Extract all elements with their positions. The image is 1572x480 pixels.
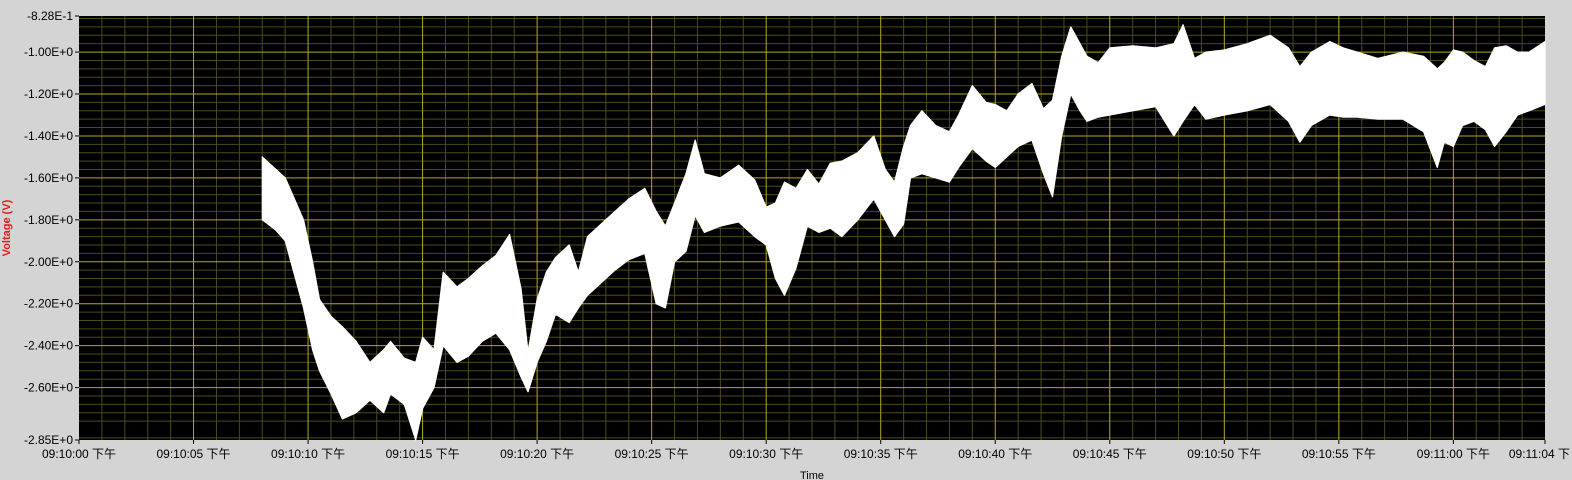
y-tick-label: -2.40E+0 <box>24 339 73 353</box>
x-tick-label: 09:10:00 下午 <box>42 447 116 461</box>
y-tick-label: -1.00E+0 <box>24 45 73 59</box>
y-tick-label: -2.20E+0 <box>24 297 73 311</box>
y-axis: -8.28E-1 -1.00E+0 -1.20E+0 -1.40E+0 -1.60E+0… <box>24 9 79 447</box>
x-tick-label: 09:10:50 下午 <box>1187 447 1261 461</box>
x-tick-label: 09:11:04 下 <box>1509 447 1570 461</box>
x-axis-title: Time <box>800 470 824 480</box>
y-tick-label: -1.40E+0 <box>24 129 73 143</box>
x-tick-label: 09:10:30 下午 <box>729 447 803 461</box>
y-tick-label: -1.80E+0 <box>24 213 73 227</box>
trace-layer <box>261 24 1546 441</box>
x-tick-label: 09:10:10 下午 <box>271 447 345 461</box>
x-tick-label: 09:11:00 下午 <box>1417 447 1490 461</box>
y-tick-label: -2.85E+0 <box>24 433 73 447</box>
y-tick-label: -1.20E+0 <box>24 87 73 101</box>
x-tick-label: 09:10:15 下午 <box>386 447 460 461</box>
y-tick-label: -1.60E+0 <box>24 171 73 185</box>
voltage-trace <box>261 24 1546 441</box>
x-tick-label: 09:10:40 下午 <box>958 447 1032 461</box>
x-axis: 09:10:00 下午 09:10:05 下午 09:10:10 下午 09:10:1… <box>42 440 1570 461</box>
x-tick-label: 09:10:55 下午 <box>1302 447 1376 461</box>
x-tick-label: 09:10:05 下午 <box>157 447 231 461</box>
y-tick-label: -2.60E+0 <box>24 381 73 395</box>
y-tick-label: -8.28E-1 <box>27 9 73 23</box>
x-tick-label: 09:10:20 下午 <box>500 447 574 461</box>
y-axis-title: Voltage (V) <box>1 199 13 256</box>
x-tick-label: 09:10:35 下午 <box>844 447 918 461</box>
x-tick-label: 09:10:45 下午 <box>1073 447 1147 461</box>
y-tick-label: -2.00E+0 <box>24 255 73 269</box>
x-tick-label: 09:10:25 下午 <box>615 447 689 461</box>
